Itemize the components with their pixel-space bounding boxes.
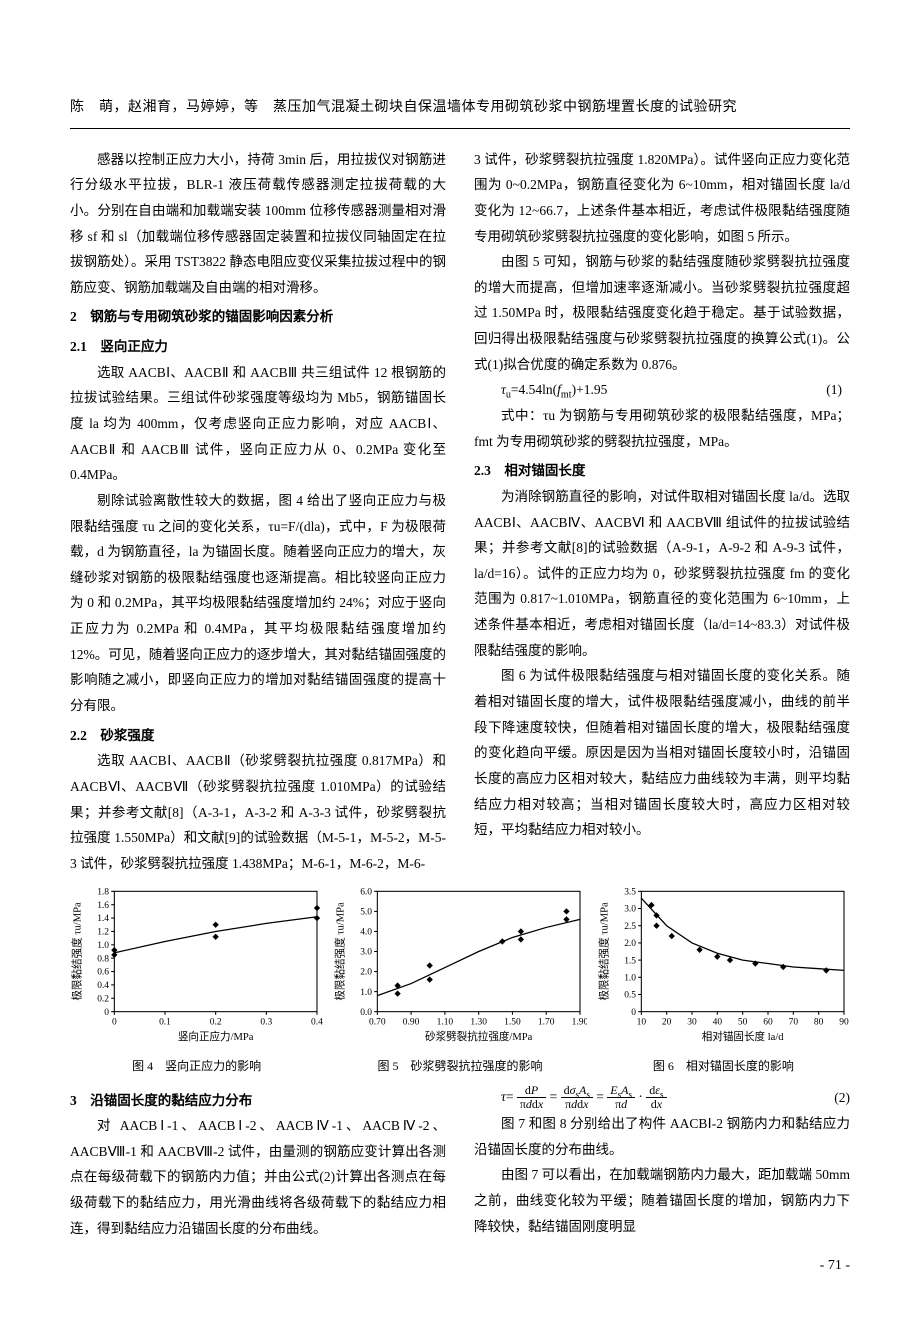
svg-text:1.10: 1.10 [437,1017,454,1027]
paragraph: 选取 AACBⅠ、AACBⅡ 和 AACBⅢ 共三组试件 12 根钢筋的拉拔试验… [70,360,446,488]
svg-text:极限黏结强度 τu/MPa: 极限黏结强度 τu/MPa [334,902,347,1001]
subsection-heading: 2.3 相对锚固长度 [474,458,850,484]
svg-text:0.1: 0.1 [159,1017,171,1027]
svg-text:0.3: 0.3 [260,1017,272,1027]
svg-text:0.4: 0.4 [97,981,109,991]
equation-2: τ= dPπddx = dσsAsπddx = EsAsπd · dεsdx (… [474,1084,850,1112]
figure-6: 0 0.5 1.0 1.5 2.0 2.5 3.0 3.5 10 20 30 40 50 60 70 80 90… [597,885,850,1078]
svg-text:1.8: 1.8 [97,887,109,897]
svg-text:1.70: 1.70 [538,1017,555,1027]
svg-text:0.2: 0.2 [97,994,109,1004]
svg-text:1.90: 1.90 [572,1017,587,1027]
svg-text:1.5: 1.5 [624,956,636,966]
svg-text:60: 60 [763,1017,773,1027]
svg-text:0.70: 0.70 [369,1017,386,1027]
svg-text:70: 70 [788,1017,798,1027]
page-number: - 71 - [70,1253,850,1280]
svg-text:1.0: 1.0 [361,987,373,997]
running-header: 陈 萌，赵湘育，马婷婷，等 蒸压加气混凝土砌块自保温墙体专用砌筑砂浆中钢筋埋置长… [70,95,850,129]
svg-text:3.5: 3.5 [624,887,636,897]
paragraph: 图 6 为试件极限黏结强度与相对锚固长度的变化关系。随着相对锚固长度的增大，试件… [474,663,850,842]
paragraph: 由图 5 可知，钢筋与砂浆的黏结强度随砂浆劈裂抗拉强度的增大而提高，但增加速率逐… [474,249,850,377]
paragraph: 感器以控制正应力大小，持荷 3min 后，用拉拔仪对钢筋进行分级水平拉拔，BLR… [70,147,446,301]
svg-text:3.0: 3.0 [624,904,636,914]
svg-text:极限黏结强度 τu/MPa: 极限黏结强度 τu/MPa [597,902,610,1001]
svg-text:30: 30 [687,1017,697,1027]
svg-text:0: 0 [631,1007,636,1017]
svg-text:砂浆劈裂抗拉强度/MPa: 砂浆劈裂抗拉强度/MPa [425,1030,533,1043]
two-column-content-lower: 3 沿锚固长度的黏结应力分布 对 AACBⅠ-1、AACBⅠ-2、AACBⅣ-1… [70,1084,850,1242]
svg-text:3.0: 3.0 [361,947,373,957]
chart-svg: 0 0.2 0.4 0.6 0.8 1.0 1.2 1.4 1.6 1.8 0 0.1 0.2 0.3 0.… [70,885,323,1043]
svg-text:0.8: 0.8 [97,954,109,964]
figure-caption: 图 5 砂浆劈裂抗拉强度的影响 [333,1055,586,1078]
svg-text:1.30: 1.30 [471,1017,488,1027]
svg-text:0.90: 0.90 [403,1017,420,1027]
svg-text:1.0: 1.0 [97,941,109,951]
equation-number: (1) [799,377,850,403]
chart-svg: 0 0.5 1.0 1.5 2.0 2.5 3.0 3.5 10 20 30 40 50 60 70 80 90… [597,885,850,1043]
svg-text:4.0: 4.0 [361,927,373,937]
section-heading: 3 沿锚固长度的黏结应力分布 [70,1088,446,1114]
svg-text:0: 0 [104,1007,109,1017]
svg-text:0.5: 0.5 [624,990,636,1000]
figure-4: 0 0.2 0.4 0.6 0.8 1.0 1.2 1.4 1.6 1.8 0 0.1 0.2 0.3 0.… [70,885,323,1078]
subsection-heading: 2.2 砂浆强度 [70,723,446,749]
equation-number: (2) [834,1085,850,1111]
svg-text:1.2: 1.2 [97,927,109,937]
svg-text:相对锚固长度 la/d: 相对锚固长度 la/d [701,1030,783,1043]
two-column-content: 感器以控制正应力大小，持荷 3min 后，用拉拔仪对钢筋进行分级水平拉拔，BLR… [70,147,850,877]
paragraph: 选取 AACBⅠ、AACBⅡ（砂浆劈裂抗拉强度 0.817MPa）和 AACBⅥ… [70,748,446,876]
figure-row: 0 0.2 0.4 0.6 0.8 1.0 1.2 1.4 1.6 1.8 0 0.1 0.2 0.3 0.… [70,885,850,1078]
paragraph: 式中：τu 为钢筋与专用砌筑砂浆的极限黏结强度，MPa；fmt 为专用砌筑砂浆的… [474,403,850,454]
paragraph: 3 试件，砂浆劈裂抗拉强度 1.820MPa）。试件竖向正应力变化范围为 0~0… [474,147,850,250]
svg-text:0: 0 [112,1017,117,1027]
svg-text:0.4: 0.4 [311,1017,323,1027]
svg-text:1.6: 1.6 [97,900,109,910]
svg-text:1.50: 1.50 [504,1017,521,1027]
svg-text:50: 50 [738,1017,748,1027]
subsection-heading: 2.1 竖向正应力 [70,334,446,360]
svg-text:2.0: 2.0 [624,939,636,949]
paragraph: 由图 7 可以看出，在加载端钢筋内力最大，距加载端 50mm 之前，曲线变化较为… [474,1162,850,1239]
paragraph: 剔除试验离散性较大的数据，图 4 给出了竖向正应力与极限黏结强度 τu 之间的变… [70,488,446,719]
svg-text:90: 90 [839,1017,849,1027]
svg-text:0.6: 0.6 [97,967,109,977]
svg-text:极限黏结强度 τu/MPa: 极限黏结强度 τu/MPa [71,902,84,1001]
paragraph: 图 7 和图 8 分别给出了构件 AACBⅠ-2 钢筋内力和黏结应力沿锚固长度的… [474,1111,850,1162]
svg-text:10: 10 [636,1017,646,1027]
svg-text:5.0: 5.0 [361,907,373,917]
figure-caption: 图 6 相对锚固长度的影响 [597,1055,850,1078]
svg-text:0.2: 0.2 [210,1017,222,1027]
equation-body: τu=4.54ln(fmt)+1.95 [474,377,607,403]
equation-body: τ= dPπddx = dσsAsπddx = EsAsπd · dεsdx [474,1084,667,1112]
svg-text:1.0: 1.0 [624,973,636,983]
chart-svg: 0.01.02.03.04.05.06.00.700.901.101.301.5… [333,885,586,1043]
svg-text:2.0: 2.0 [361,967,373,977]
equation-1: τu=4.54ln(fmt)+1.95 (1) [474,377,850,403]
svg-text:竖向正应力/MPa: 竖向正应力/MPa [178,1030,254,1043]
svg-text:1.4: 1.4 [97,914,109,924]
svg-text:40: 40 [712,1017,722,1027]
section-heading: 2 钢筋与专用砌筑砂浆的锚固影响因素分析 [70,304,446,330]
figure-caption: 图 4 竖向正应力的影响 [70,1055,323,1078]
paragraph: 为消除钢筋直径的影响，对试件取相对锚固长度 la/d。选取 AACBⅠ、AACB… [474,484,850,663]
svg-text:2.5: 2.5 [624,921,636,931]
svg-text:20: 20 [662,1017,672,1027]
svg-text:6.0: 6.0 [361,887,373,897]
svg-text:80: 80 [814,1017,824,1027]
paragraph: 对 AACBⅠ-1、AACBⅠ-2、AACBⅣ-1、AACBⅣ-2、AACBⅧ-… [70,1113,446,1241]
figure-5: 0.01.02.03.04.05.06.00.700.901.101.301.5… [333,885,586,1078]
